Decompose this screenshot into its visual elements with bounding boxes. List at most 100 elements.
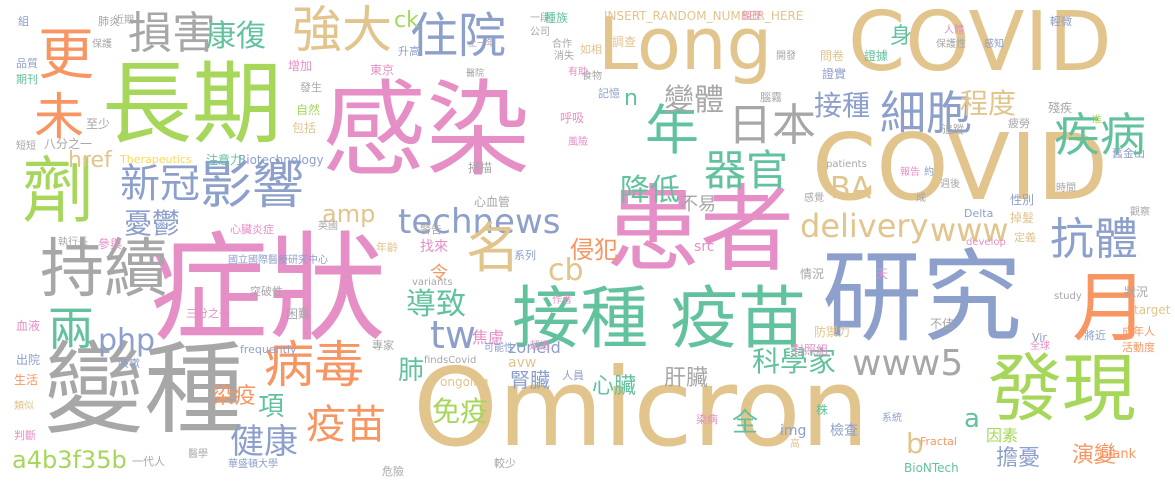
word: 上一年 [468,40,495,49]
word: 記憶 [598,88,620,99]
word: 項 [258,394,284,420]
word: 可能性 [484,344,514,354]
word: 侵犯 [570,238,618,262]
word: 困難 [286,308,310,320]
word: 包括 [292,122,316,134]
word: 呼吸 [560,112,584,124]
word: 心臟炎症 [230,224,274,235]
word: 較少 [494,458,516,469]
word: 將近 [1084,330,1106,341]
word: 名 [466,222,520,276]
word: 品質 [16,58,38,69]
word: 定義 [1014,232,1036,243]
word: 危險 [382,466,404,477]
word: 三分之一 [186,308,230,319]
word: 染病 [696,414,718,425]
word: 執行長 [58,238,88,248]
word: n [624,88,638,110]
word: 英國 [318,222,338,232]
word: 保護性 [936,40,966,50]
word: target [1134,304,1171,316]
word: 更 [38,28,94,84]
word: _blank [1094,448,1136,461]
word: 影響 [200,160,304,212]
word: 感覺 [804,194,824,204]
word: 合作 [552,40,572,50]
word: INSERT_RANDOM_NUMBER_HERE [604,10,803,22]
word: COVID [848,2,1112,84]
word: BioNTech [904,462,959,474]
word: 肝臟 [664,368,708,390]
word: 程度 [960,90,1016,118]
word: 性別 [1010,194,1034,206]
word: 染疫 [212,386,256,408]
word: 株 [816,404,828,416]
word: develop [966,238,1006,248]
word: 短短 [16,142,36,152]
word: 追蹤 [942,124,964,135]
word: 專家 [372,340,394,351]
word: 變體 [664,86,724,116]
word: 腦霧 [760,92,782,103]
word: 調查 [612,36,636,48]
word: 期刊 [16,74,38,85]
word: 長期 [102,60,282,150]
word: 年齡 [376,242,398,253]
word: Delta [964,208,993,219]
word: 住院 [410,12,506,60]
word: 導致 [406,290,466,320]
word: a4b3f35b [12,448,127,472]
word: 作者 [552,296,572,306]
word: 對照組 [792,344,828,356]
word: 開發 [776,52,796,62]
word: 健康 [230,425,298,459]
word: 參與 [98,238,122,250]
word: 疲勞 [1008,118,1030,129]
word: 約 [924,168,934,178]
word: 不佳 [930,318,954,330]
word: 警告 [420,224,442,235]
word: 生活 [14,374,38,386]
word: 醫學 [188,450,208,460]
word: 判斷 [14,430,36,441]
word: 時間 [1056,184,1076,194]
word: 突破性 [250,286,283,297]
word: 憂鬱 [124,210,180,238]
word: 食物 [582,72,602,82]
word: frequently [240,344,297,355]
word: 因素 [986,428,1018,444]
word: 損害 [128,12,216,56]
word: patients [826,160,867,170]
word: ck [394,10,419,32]
word: 消失 [554,52,574,62]
word: 東京 [370,64,394,76]
word: 保護 [92,40,112,50]
word: variants [412,278,453,288]
word: 檢查 [830,424,858,438]
word: 自然 [296,104,320,116]
word: 報告 [900,168,920,178]
word: 增加 [288,60,312,72]
word: 至少 [86,118,110,130]
word: 掉髮 [1010,212,1034,224]
word: 升高 [398,46,420,57]
word: 心血管 [474,196,510,208]
word: 發生 [300,82,322,93]
word: 咳嗽 [118,358,140,369]
word: ongoing [440,376,488,388]
word: 疫苗 [306,405,386,445]
word: 出院 [16,354,40,366]
word: php [98,326,155,356]
word: 找來 [420,240,448,254]
word: 華盛頓大學 [228,460,278,470]
word: 問卷 [820,50,844,62]
word: 肺 [398,358,424,384]
word: 未 [34,92,84,142]
word: 高 [790,440,800,450]
word: 器官 [704,150,788,192]
word: findsCovid [424,356,476,366]
word: 擔憂 [996,448,1040,470]
word: 人員 [562,370,584,381]
word: 感染 [322,78,530,182]
word: 全球 [1030,342,1050,352]
